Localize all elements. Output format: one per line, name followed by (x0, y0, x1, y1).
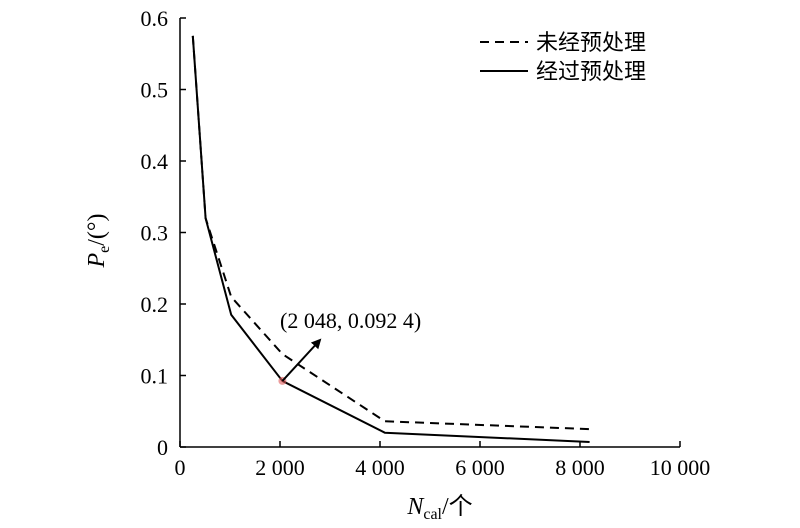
x-tick-label: 2 000 (255, 455, 305, 480)
y-axis-title-unit: /(°) (84, 213, 110, 245)
annotation-text: (2 048, 0.092 4) (280, 308, 421, 333)
y-tick-label: 0.3 (141, 221, 169, 246)
series-layer (191, 35, 590, 443)
y-tick-label: 0 (157, 435, 168, 460)
x-tick-label: 8 000 (555, 455, 605, 480)
y-tick-label: 0.6 (141, 6, 169, 31)
x-tick-label: 6 000 (455, 455, 505, 480)
y-ticks: 0 0.1 0.2 0.3 0.4 0.5 0.6 (141, 6, 186, 460)
x-tick-label: 4 000 (355, 455, 405, 480)
x-axis-title-sub: cal (423, 506, 442, 523)
x-axis-title-main: N (406, 494, 425, 520)
series-line-2 (191, 35, 590, 443)
legend-label-2: 经过预处理 (536, 60, 646, 85)
y-tick-label: 0.5 (141, 78, 169, 103)
y-axis-title: Pe/(°) (84, 213, 113, 268)
x-tick-label: 10 000 (650, 455, 711, 480)
x-axis-title: Ncal/个 (406, 493, 472, 523)
x-ticks: 0 2 000 4 000 6 000 8 000 10 000 (175, 441, 711, 480)
y-tick-label: 0.4 (141, 149, 169, 174)
y-tick-label: 0.1 (141, 364, 169, 389)
y-tick-label: 0.2 (141, 292, 169, 317)
x-tick-label: 0 (175, 455, 186, 480)
legend-label-1: 未经预处理 (536, 31, 646, 56)
annotation-arrow (281, 338, 322, 382)
series-line-1 (191, 35, 590, 431)
x-axis-title-unit: /个 (442, 493, 473, 520)
annotation: (2 048, 0.092 4) (278, 308, 421, 385)
y-axis-title-main: P (84, 253, 110, 269)
y-axis-title-sub: e (96, 246, 113, 253)
